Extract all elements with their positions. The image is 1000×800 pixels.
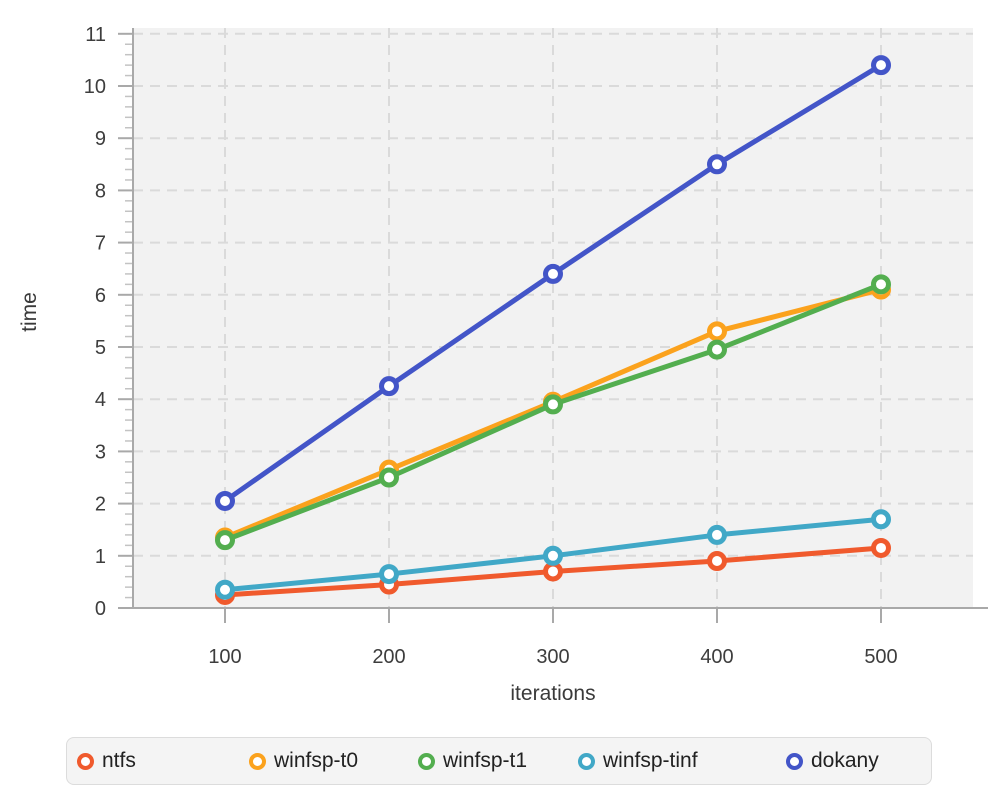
legend-item-ntfs[interactable]: ntfs [77,749,136,773]
data-point-winfsp-t1-100 [215,530,235,551]
y-tick-label: 6 [95,285,106,307]
y-tick-label: 3 [95,441,106,463]
legend: ntfs winfsp-t0 winfsp-t1 winfsp-tinf dokany [66,737,932,785]
y-tick-label: 9 [95,128,106,150]
data-point-winfsp-tinf-200 [379,564,399,585]
legend-item-winfsp-t0[interactable]: winfsp-t0 [249,749,358,773]
legend-label: dokany [811,749,879,772]
data-point-dokany-300 [543,263,563,284]
data-point-winfsp-tinf-300 [543,545,563,566]
data-point-winfsp-tinf-400 [707,524,727,545]
data-point-dokany-100 [215,490,235,511]
data-point-winfsp-t1-500 [871,274,891,295]
y-tick-label: 5 [95,337,106,359]
data-point-winfsp-t0-400 [707,321,727,342]
x-tick-label: 200 [372,646,405,668]
data-point-ntfs-300 [543,561,563,582]
y-tick-label: 4 [95,389,106,411]
data-point-winfsp-tinf-100 [215,579,235,600]
legend-label: winfsp-t1 [443,749,528,772]
data-point-dokany-500 [871,55,891,76]
y-tick-label: 8 [95,180,106,202]
data-point-ntfs-400 [707,551,727,572]
legend-swatch-winfsp-t1 [418,752,435,770]
legend-swatch-dokany [786,752,803,770]
legend-swatch-ntfs [77,752,94,770]
legend-label: winfsp-t0 [274,749,359,772]
legend-item-dokany[interactable]: dokany [786,749,879,773]
legend-label: winfsp-tinf [603,749,698,772]
y-tick-label: 0 [95,598,106,620]
data-point-winfsp-t1-300 [543,394,563,415]
y-tick-label: 10 [84,76,106,98]
y-tick-label: 1 [95,546,106,568]
data-point-dokany-200 [379,376,399,397]
data-point-winfsp-t1-400 [707,339,727,360]
legend-item-winfsp-tinf[interactable]: winfsp-tinf [578,749,698,773]
data-point-dokany-400 [707,154,727,175]
x-tick-label: 100 [208,646,241,668]
chart-canvas: 0 1 2 3 4 5 6 7 8 9 10 11 100 200 300 400 500 [84,24,988,668]
y-axis-title: time [18,292,41,332]
data-point-winfsp-tinf-500 [871,509,891,530]
legend-label: ntfs [102,749,136,772]
legend-swatch-winfsp-t0 [249,752,266,770]
legend-item-winfsp-t1[interactable]: winfsp-t1 [418,749,527,773]
y-tick-label: 11 [85,24,106,46]
x-tick-label: 500 [864,646,897,668]
x-axis-title: iterations [510,682,596,705]
x-tick-label: 400 [700,646,733,668]
y-tick-label: 7 [95,233,106,255]
data-point-winfsp-t1-200 [379,467,399,488]
x-tick-label: 300 [536,646,569,668]
y-tick-label: 2 [95,494,106,516]
data-point-ntfs-500 [871,537,891,558]
legend-swatch-winfsp-tinf [578,752,595,770]
